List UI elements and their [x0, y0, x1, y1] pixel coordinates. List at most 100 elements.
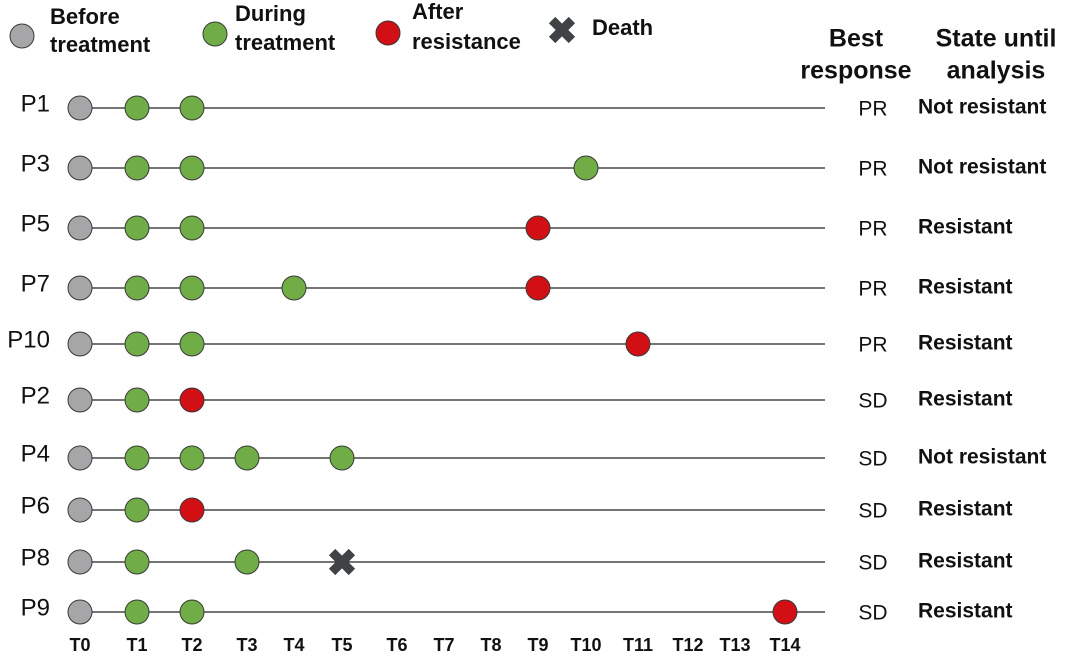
- best-response: SD: [858, 448, 887, 471]
- event-marker: [67, 275, 93, 301]
- event-marker: [67, 549, 93, 575]
- event-marker: [281, 275, 307, 301]
- state: Resistant: [918, 388, 1013, 411]
- legend-label: During: [235, 1, 306, 26]
- timepoint-label: T9: [527, 635, 548, 655]
- event-marker: [67, 331, 93, 357]
- patient-label: P4: [21, 440, 50, 467]
- event-marker: [179, 599, 205, 625]
- event-marker: [124, 599, 150, 625]
- header: response: [800, 57, 911, 85]
- best-response: SD: [858, 552, 887, 575]
- event-marker: [67, 497, 93, 523]
- patient-label: P2: [21, 382, 50, 409]
- event-marker: [202, 21, 228, 47]
- event-marker: [124, 155, 150, 181]
- legend-label: resistance: [412, 29, 521, 54]
- event-marker: [124, 387, 150, 413]
- best-response: SD: [858, 390, 887, 413]
- event-marker: [179, 331, 205, 357]
- event-marker: [67, 387, 93, 413]
- timepoint-label: T13: [719, 635, 750, 655]
- timepoint-label: T2: [181, 635, 202, 655]
- event-marker: [9, 23, 35, 49]
- state: Not resistant: [918, 96, 1046, 119]
- legend-label: Death: [592, 15, 653, 40]
- event-marker: [179, 445, 205, 471]
- state: Resistant: [918, 600, 1013, 623]
- event-marker: [124, 275, 150, 301]
- timepoint-label: T14: [769, 635, 800, 655]
- event-marker: [329, 445, 355, 471]
- best-response: PR: [858, 218, 887, 241]
- event-marker: [179, 215, 205, 241]
- timepoint-label: T7: [433, 635, 454, 655]
- event-marker: [179, 275, 205, 301]
- best-response: SD: [858, 500, 887, 523]
- legend-label: Before: [50, 4, 120, 29]
- patient-label: P9: [21, 594, 50, 621]
- header: Best: [829, 25, 884, 53]
- event-marker: [772, 599, 798, 625]
- state: Not resistant: [918, 156, 1046, 179]
- event-marker: [179, 155, 205, 181]
- event-marker: [234, 445, 260, 471]
- best-response: SD: [858, 602, 887, 625]
- timepoint-label: T8: [480, 635, 501, 655]
- event-marker: [625, 331, 651, 357]
- event-marker: [375, 20, 401, 46]
- event-marker: [67, 95, 93, 121]
- event-marker: [124, 95, 150, 121]
- event-marker: [67, 599, 93, 625]
- legend-label: treatment: [235, 30, 336, 55]
- legend-label: After: [412, 0, 464, 24]
- event-marker: [525, 215, 551, 241]
- event-marker: [124, 215, 150, 241]
- timepoint-label: T12: [672, 635, 703, 655]
- timepoint-label: T10: [570, 635, 601, 655]
- event-marker: [124, 549, 150, 575]
- event-marker: [179, 497, 205, 523]
- state: Resistant: [918, 550, 1013, 573]
- timepoint-label: T4: [283, 635, 304, 655]
- best-response: PR: [858, 98, 887, 121]
- timepoint-label: T3: [236, 635, 257, 655]
- event-marker: [179, 387, 205, 413]
- best-response: PR: [858, 334, 887, 357]
- death-marker: [328, 548, 356, 576]
- event-marker: [573, 155, 599, 181]
- best-response: PR: [858, 278, 887, 301]
- state: Resistant: [918, 332, 1013, 355]
- timepoint-label: T0: [69, 635, 90, 655]
- patient-label: P3: [21, 150, 50, 177]
- event-marker: [234, 549, 260, 575]
- death-cross-bar: [548, 16, 576, 44]
- header: State until: [936, 25, 1057, 53]
- timepoint-label: T1: [126, 635, 147, 655]
- event-marker: [124, 497, 150, 523]
- event-marker: [67, 155, 93, 181]
- patient-label: P10: [7, 326, 50, 353]
- death-cross-bar: [328, 548, 356, 576]
- timepoint-label: T5: [331, 635, 352, 655]
- event-marker: [67, 215, 93, 241]
- best-response: PR: [858, 158, 887, 181]
- timepoint-label: T6: [386, 635, 407, 655]
- patient-label: P1: [21, 90, 50, 117]
- patient-label: P7: [21, 270, 50, 297]
- state: Not resistant: [918, 446, 1046, 469]
- legend-label: treatment: [50, 32, 151, 57]
- event-marker: [124, 445, 150, 471]
- event-marker: [525, 275, 551, 301]
- state: Resistant: [918, 216, 1013, 239]
- death-marker: [548, 16, 576, 44]
- event-marker: [67, 445, 93, 471]
- patient-label: P5: [21, 210, 50, 237]
- event-marker: [179, 95, 205, 121]
- event-marker: [124, 331, 150, 357]
- patient-label: P8: [21, 544, 50, 571]
- header: analysis: [947, 57, 1046, 85]
- state: Resistant: [918, 498, 1013, 521]
- timepoint-label: T11: [623, 635, 653, 655]
